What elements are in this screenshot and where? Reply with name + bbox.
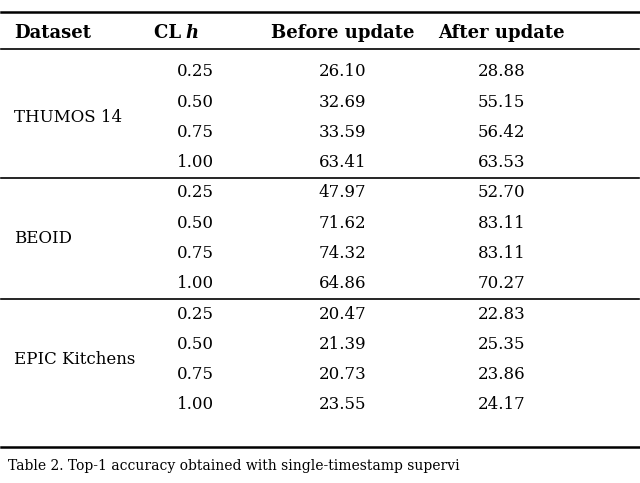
Text: Before update: Before update (271, 24, 414, 42)
Text: 0.50: 0.50 (177, 215, 214, 232)
Text: 83.11: 83.11 (477, 245, 525, 262)
Text: 23.55: 23.55 (319, 396, 366, 413)
Text: 74.32: 74.32 (319, 245, 366, 262)
Text: EPIC Kitchens: EPIC Kitchens (14, 351, 136, 368)
Text: 22.83: 22.83 (477, 306, 525, 323)
Text: 64.86: 64.86 (319, 275, 366, 292)
Text: 70.27: 70.27 (477, 275, 525, 292)
Text: 1.00: 1.00 (177, 396, 214, 413)
Text: 63.53: 63.53 (478, 154, 525, 171)
Text: 33.59: 33.59 (319, 124, 366, 141)
Text: Table 2. Top-1 accuracy obtained with single-timestamp supervi: Table 2. Top-1 accuracy obtained with si… (8, 459, 460, 473)
Text: 83.11: 83.11 (477, 215, 525, 232)
Text: 0.25: 0.25 (177, 185, 214, 201)
Text: 1.00: 1.00 (177, 154, 214, 171)
Text: 47.97: 47.97 (319, 185, 366, 201)
Text: 0.25: 0.25 (177, 306, 214, 323)
Text: CL: CL (154, 24, 188, 42)
Text: 21.39: 21.39 (319, 336, 366, 353)
Text: 32.69: 32.69 (319, 94, 366, 111)
Text: 23.86: 23.86 (478, 366, 525, 383)
Text: 0.75: 0.75 (177, 245, 214, 262)
Text: Dataset: Dataset (14, 24, 91, 42)
Text: h: h (185, 24, 198, 42)
Text: 56.42: 56.42 (478, 124, 525, 141)
Text: 25.35: 25.35 (478, 336, 525, 353)
Text: 0.50: 0.50 (177, 336, 214, 353)
Text: 1.00: 1.00 (177, 275, 214, 292)
Text: 20.73: 20.73 (319, 366, 366, 383)
Text: 0.50: 0.50 (177, 94, 214, 111)
Text: 0.75: 0.75 (177, 366, 214, 383)
Text: 0.25: 0.25 (177, 63, 214, 81)
Text: 28.88: 28.88 (477, 63, 525, 81)
Text: After update: After update (438, 24, 565, 42)
Text: THUMOS 14: THUMOS 14 (14, 109, 122, 126)
Text: 0.75: 0.75 (177, 124, 214, 141)
Text: 24.17: 24.17 (477, 396, 525, 413)
Text: 71.62: 71.62 (319, 215, 366, 232)
Text: 63.41: 63.41 (319, 154, 366, 171)
Text: 52.70: 52.70 (478, 185, 525, 201)
Text: 20.47: 20.47 (319, 306, 366, 323)
Text: 26.10: 26.10 (319, 63, 366, 81)
Text: 55.15: 55.15 (478, 94, 525, 111)
Text: BEOID: BEOID (14, 230, 72, 247)
